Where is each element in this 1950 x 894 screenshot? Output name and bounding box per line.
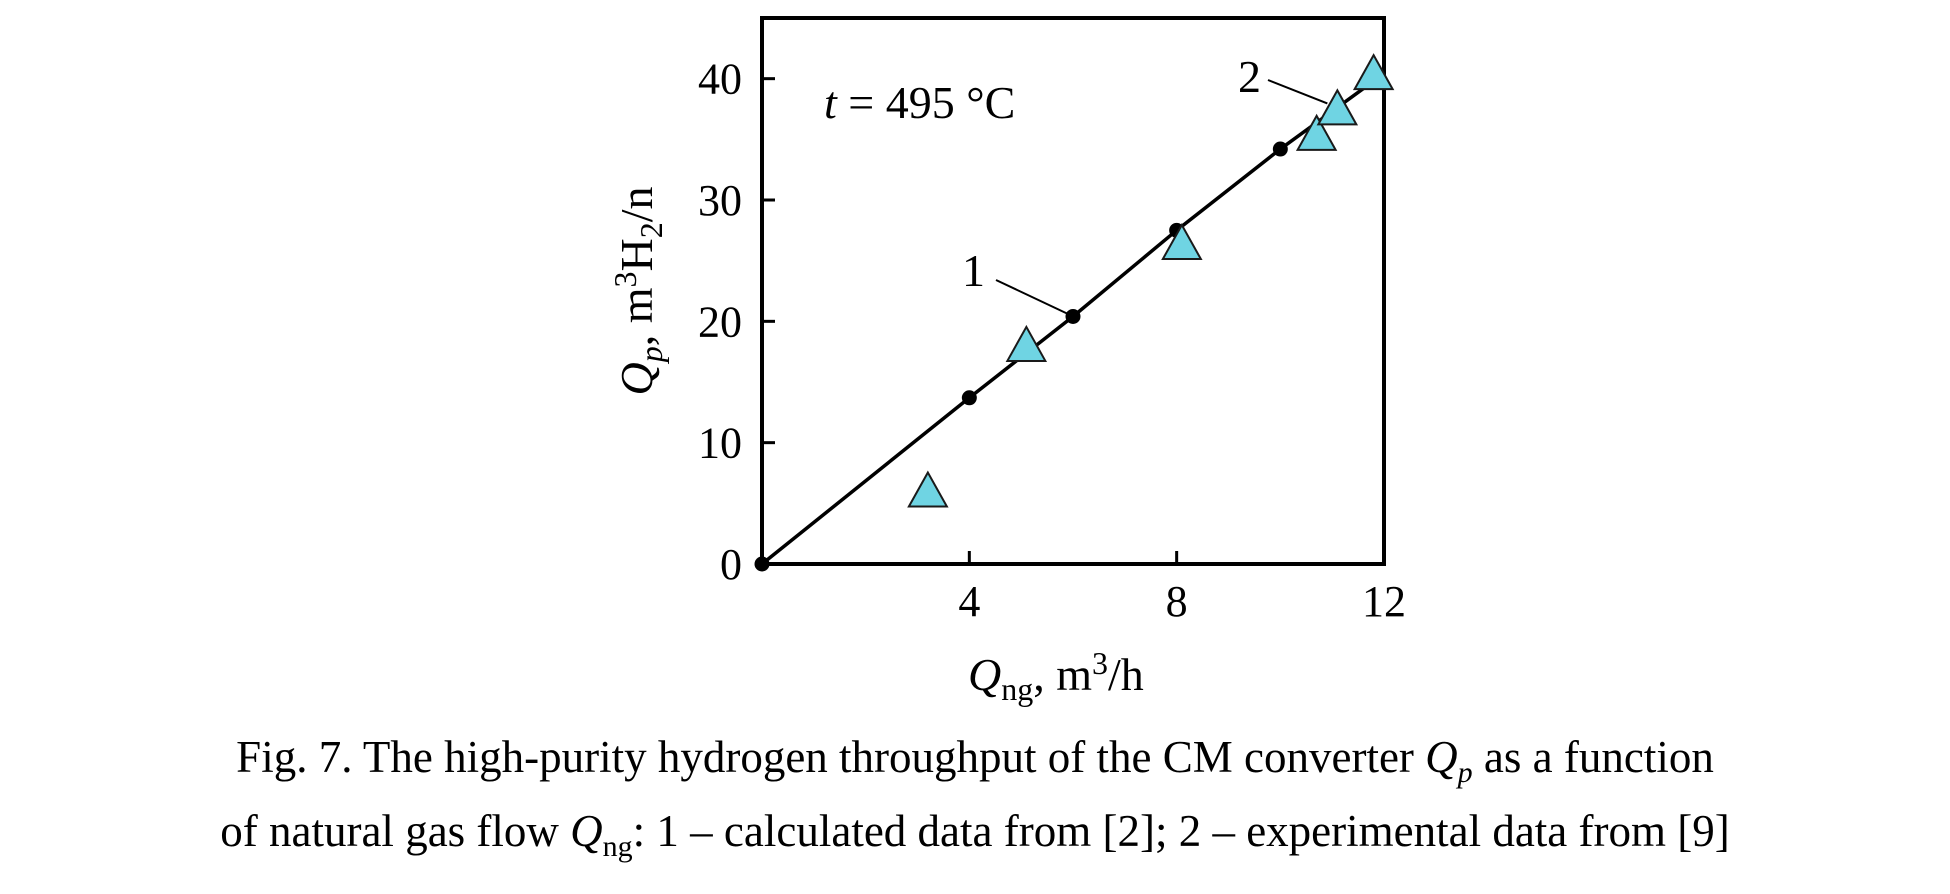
series-1-calculated [754,73,1382,572]
series-2-point [1005,324,1048,362]
series-1-line [760,79,1375,566]
series-2-label: 2 [1238,51,1261,102]
series-2-leader-line [1267,79,1328,105]
series-2-point [907,470,949,508]
series-1-label: 1 [962,245,985,296]
caption-line-1: Fig. 7. The high-purity hydrogen through… [236,732,1714,789]
plot-frame [760,16,1386,566]
series-1-point [754,556,770,572]
y-axis-ticks: 0 10 20 30 40 [698,55,775,589]
series-2-point [1295,113,1338,151]
series-2-point [1316,88,1359,126]
y-tick-label: 20 [698,297,742,346]
x-axis-ticks: 4 8 12 [958,551,1406,626]
series-1-point [1272,141,1288,157]
y-axis-title: Qp, m3H2/n [607,186,669,395]
x-tick-label: 12 [1362,577,1406,626]
x-axis-title: Qng, m3/h [968,645,1144,707]
series-1-point [1065,308,1081,324]
x-tick-label: 8 [1166,577,1188,626]
series-leader-lines: 12 [962,51,1328,315]
series-2-point [1352,53,1395,91]
y-tick-label: 0 [720,540,742,589]
x-tick-label: 4 [958,577,980,626]
y-tick-label: 40 [698,55,742,104]
annotation-temperature: t = 495 °C [824,77,1015,128]
series-2-experimental [907,53,1395,508]
series-1-point [961,390,977,406]
y-tick-label: 10 [698,419,742,468]
series-1-leader-line [995,279,1068,315]
y-tick-label: 30 [698,176,742,225]
figure-caption: Fig. 7. The high-purity hydrogen through… [0,728,1950,876]
series-2-point [1161,222,1203,261]
caption-line-2: of natural gas flow Qng: 1 – calculated … [220,806,1730,863]
